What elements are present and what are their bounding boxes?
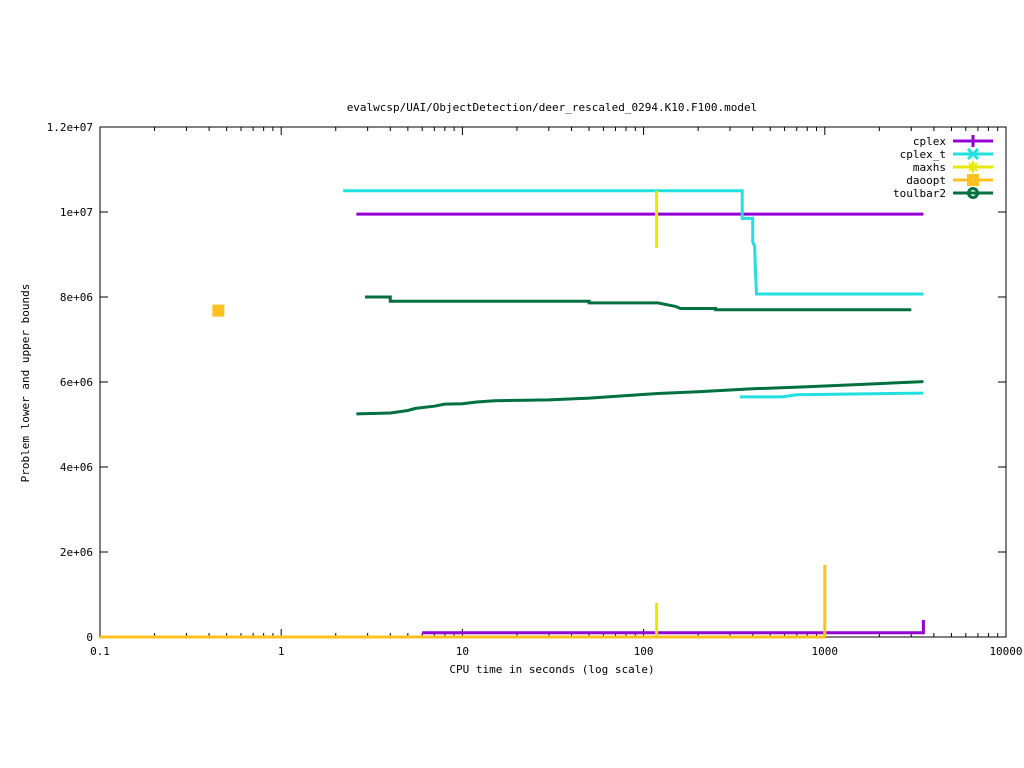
y-tick-label: 6e+06	[60, 376, 93, 389]
legend-label-daoopt: daoopt	[906, 174, 946, 187]
series-line-cplex-t	[739, 391, 924, 399]
y-tick-label: 4e+06	[60, 461, 93, 474]
legend-marker-cplex-t	[966, 147, 980, 161]
x-tick-label: 1	[278, 645, 285, 658]
x-tick-label: 1000	[812, 645, 839, 658]
chart-title: evalwcsp/UAI/ObjectDetection/deer_rescal…	[347, 101, 758, 114]
x-tick-label: 0.1	[90, 645, 110, 658]
y-tick-label: 1.2e+07	[47, 121, 93, 134]
y-tick-label: 2e+06	[60, 546, 93, 559]
legend-marker-daoopt	[967, 174, 979, 186]
plot-frame	[99, 126, 1007, 638]
legend-marker-cplex	[967, 135, 979, 147]
x-tick-label: 10	[456, 645, 469, 658]
legend-label-toulbar2: toulbar2	[893, 187, 946, 200]
x-axis: 0.1 1 10 100 1000 10000	[90, 127, 1023, 658]
series-line-toulbar2	[365, 295, 912, 312]
x-tick-label: 10000	[989, 645, 1022, 658]
series-line-cplex	[422, 620, 925, 635]
series-layer	[100, 189, 925, 639]
y-axis-label: Problem lower and upper bounds	[19, 284, 32, 483]
legend-marker-maxhs	[967, 161, 979, 173]
legend-marker-toulbar2	[967, 187, 979, 199]
y-axis: 0 2e+06 4e+06 6e+06 8e+06 1e+07 1.2e+07	[47, 121, 1006, 644]
y-tick-label: 1e+07	[60, 206, 93, 219]
legend-label-maxhs: maxhs	[913, 161, 946, 174]
series-line-cplex-t	[343, 189, 924, 296]
series-line-toulbar2	[356, 380, 924, 416]
series-point-daoopt	[212, 304, 225, 317]
y-tick-label: 0	[86, 631, 93, 644]
x-axis-label: CPU time in seconds (log scale)	[449, 663, 654, 676]
legend-label-cplex-t: cplex_t	[900, 148, 946, 161]
legend-label-cplex: cplex	[913, 135, 946, 148]
x-tick-label: 100	[634, 645, 654, 658]
y-tick-label: 8e+06	[60, 291, 93, 304]
